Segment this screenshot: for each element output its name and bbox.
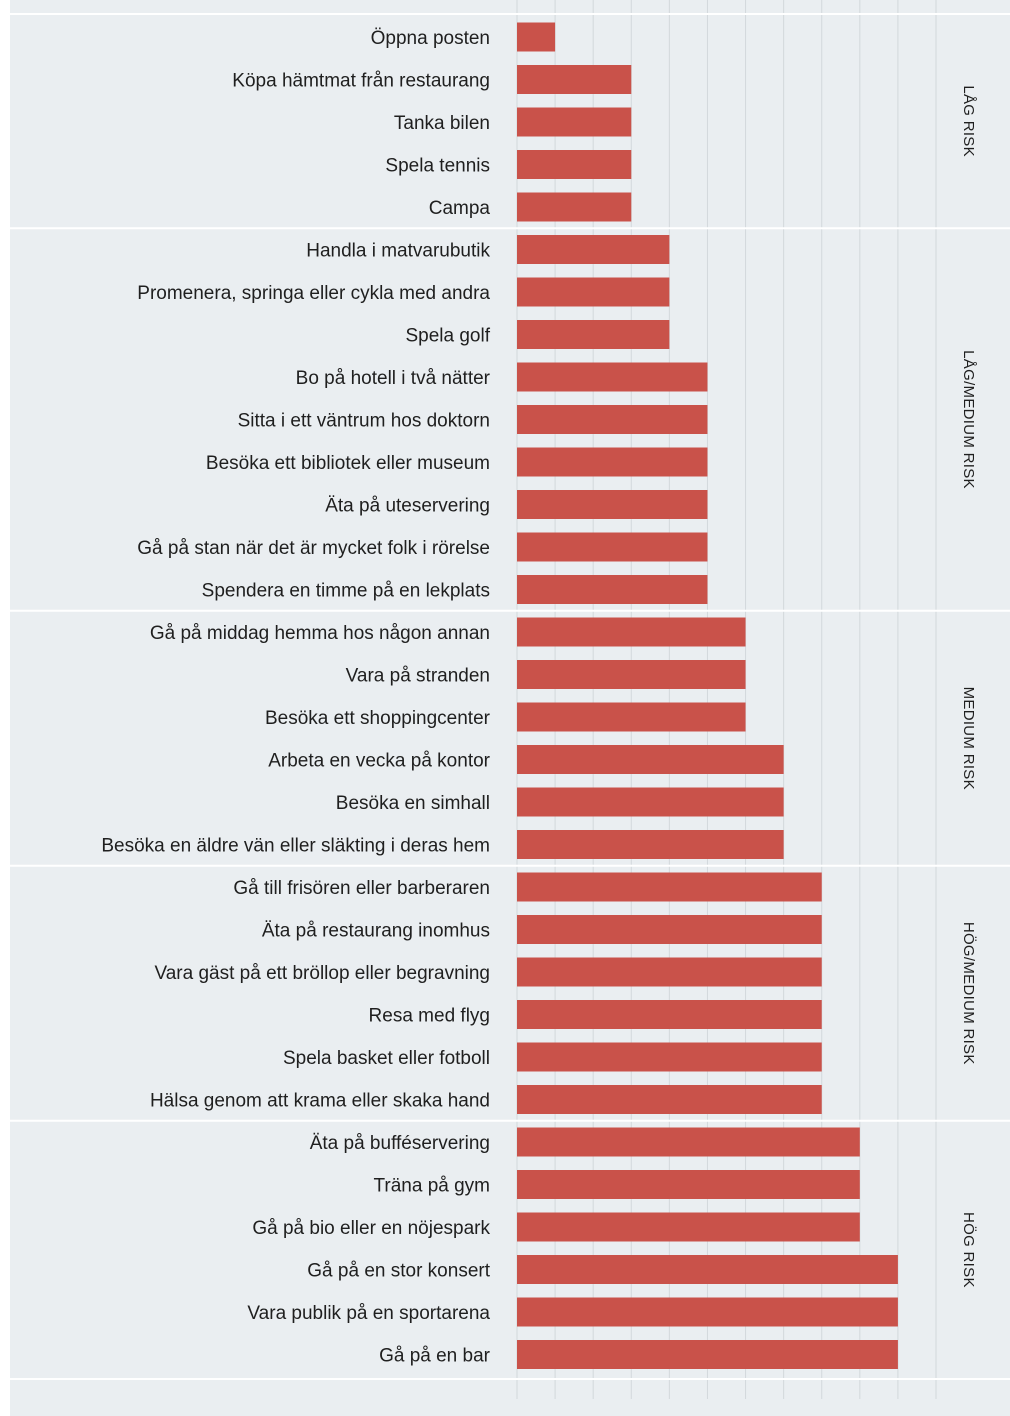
bar [517, 872, 822, 902]
bar [517, 1000, 822, 1029]
category-label: Köpa hämtmat från restaurang [232, 71, 490, 92]
category-labels: Öppna posten Köpa hämtmat från restaurang… [101, 28, 490, 1367]
category-label: Gå på en stor konsert [307, 1261, 490, 1282]
bar [517, 1170, 860, 1199]
category-label: Resa med flyg [369, 1006, 490, 1027]
category-label: Spela golf [405, 326, 490, 347]
category-label: Spela basket eller fotboll [283, 1048, 490, 1069]
bar [517, 447, 708, 477]
group-label: HÖG RISK [960, 1212, 978, 1288]
category-label: Campa [429, 198, 491, 219]
category-label: Spela tennis [385, 156, 490, 177]
group-label: LÅG/MEDIUM RISK [960, 350, 977, 489]
category-label: Gå på bio eller en nöjespark [252, 1218, 490, 1239]
bar [517, 1042, 822, 1072]
group-label: HÖG/MEDIUM RISK [960, 922, 978, 1065]
bar [517, 660, 746, 689]
group-separator [10, 227, 1010, 230]
bar [517, 65, 632, 94]
group-separator [10, 13, 1010, 15]
bar [517, 320, 670, 349]
category-label: Gå på en bar [379, 1346, 491, 1367]
bar [517, 192, 632, 222]
category-label: Besöka en simhall [336, 793, 490, 814]
bar [517, 830, 784, 859]
bar [517, 1212, 860, 1242]
category-label: Äta på restaurang inomhus [262, 921, 490, 942]
category-label: Spendera en timme på en lekplats [202, 581, 490, 602]
category-label: Arbeta en vecka på kontor [268, 751, 490, 772]
bar [517, 405, 708, 434]
category-label: Besöka en äldre vän eller släkting i der… [101, 836, 490, 857]
category-label: Gå på stan när det är mycket folk i röre… [137, 538, 490, 559]
bar [517, 1297, 898, 1327]
bar [517, 617, 746, 647]
category-label: Äta på uteservering [325, 496, 490, 517]
bar [517, 1340, 898, 1369]
category-label: Träna på gym [373, 1176, 490, 1197]
bar [517, 1085, 822, 1114]
bars [517, 22, 898, 1369]
category-label: Äta på bufféservering [310, 1133, 490, 1154]
category-label: Hälsa genom att krama eller skaka hand [150, 1091, 490, 1112]
category-label: Besöka ett shoppingcenter [265, 708, 491, 729]
bar [517, 957, 822, 987]
category-label: Vara publik på en sportarena [247, 1303, 490, 1324]
category-label: Vara på stranden [346, 666, 490, 687]
category-label: Sitta i ett väntrum hos doktorn [238, 411, 490, 432]
bar [517, 915, 822, 944]
category-label: Bo på hotell i två nätter [296, 368, 491, 389]
bar [517, 1127, 860, 1157]
group-separator [10, 1119, 1010, 1122]
category-label: Handla i matvarubutik [306, 241, 490, 262]
bar [517, 532, 708, 562]
group-separators [10, 13, 1010, 1380]
bar [517, 107, 632, 137]
gridlines [516, 0, 937, 1399]
category-label: Vara gäst på ett bröllop eller begravnin… [154, 963, 490, 984]
category-label: Gå på middag hemma hos någon annan [150, 623, 490, 644]
bar [517, 235, 670, 264]
bar [517, 1255, 898, 1284]
bar [517, 490, 708, 519]
bar [517, 362, 708, 392]
bar [517, 150, 632, 179]
category-label: Besöka ett bibliotek eller museum [206, 453, 490, 474]
category-label: Gå till frisören eller barberaren [233, 878, 490, 899]
bar [517, 745, 784, 774]
group-separator [10, 864, 1010, 867]
group-labels: LÅG RISK LÅG/MEDIUM RISK MEDIUM RISK HÖG/ME… [960, 85, 978, 1287]
bar [517, 22, 556, 52]
bar [517, 702, 746, 732]
group-separator [10, 609, 1010, 612]
bar [517, 277, 670, 307]
group-label: MEDIUM RISK [960, 687, 977, 790]
category-label: Öppna posten [371, 28, 490, 49]
group-label: LÅG RISK [960, 85, 977, 157]
category-label: Promenera, springa eller cykla med andra [137, 283, 490, 304]
bar [517, 787, 784, 817]
group-separator [10, 1378, 1010, 1380]
bar [517, 575, 708, 604]
category-label: Tanka bilen [394, 113, 490, 134]
